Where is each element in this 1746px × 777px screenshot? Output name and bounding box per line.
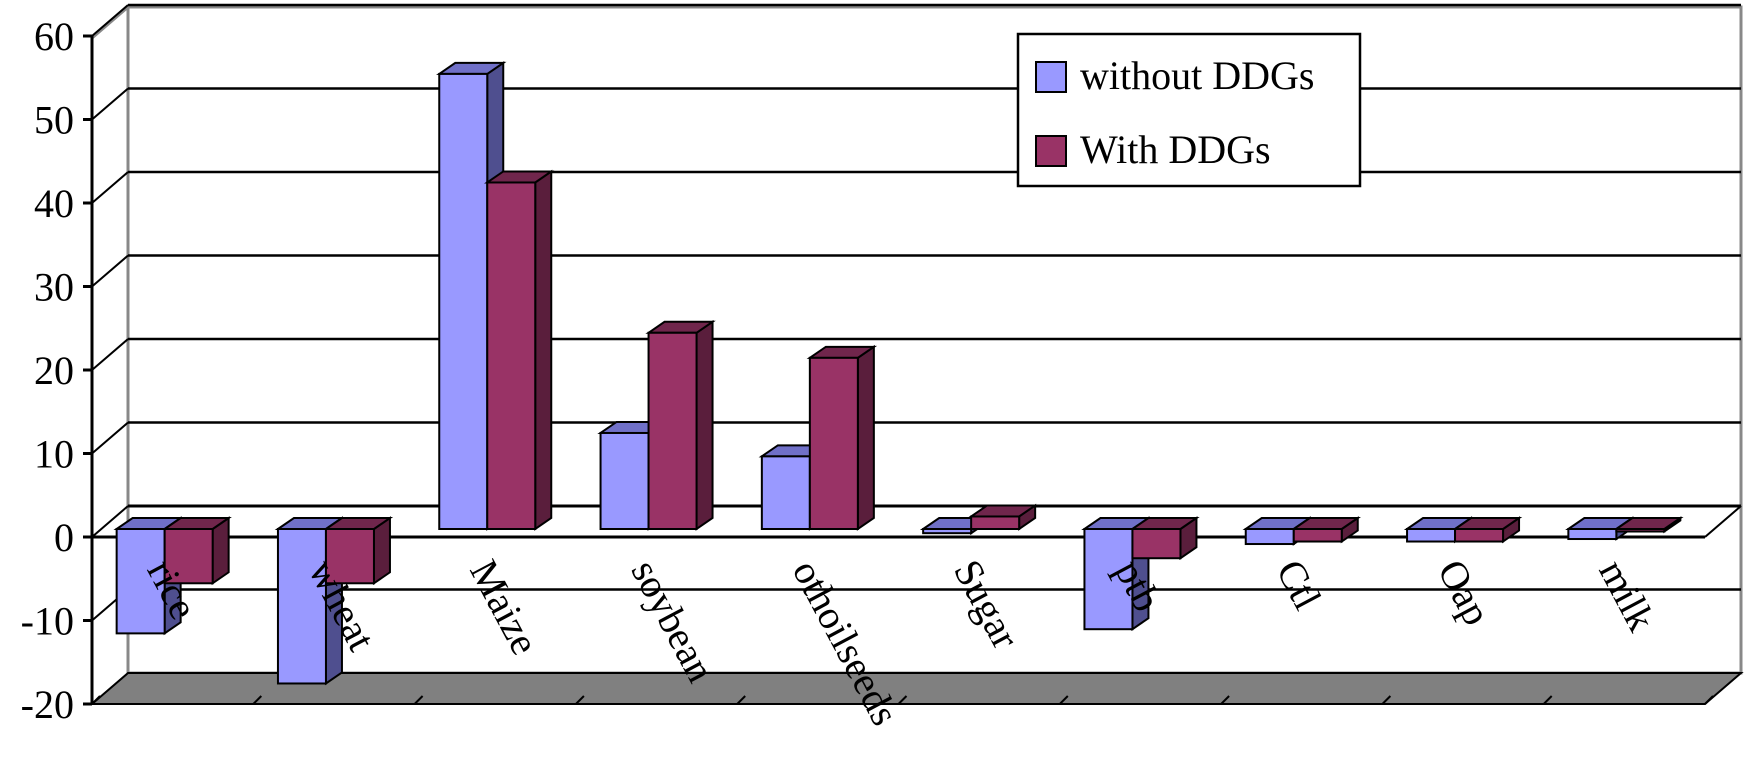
- bar-front: [1131, 528, 1182, 560]
- bar-front: [1567, 528, 1618, 541]
- plot-floor: [89, 672, 1744, 705]
- bar-front: [808, 356, 859, 531]
- floor: [89, 672, 1744, 705]
- bar-front: [1406, 528, 1457, 543]
- bar-Ctl-with: [1290, 516, 1361, 544]
- gridline-depth: [91, 4, 129, 37]
- x-tick: [413, 695, 424, 705]
- bar-front: [1615, 528, 1666, 533]
- bar-side: [856, 344, 875, 531]
- bar-front: [599, 431, 650, 531]
- y-tick-label: -10: [21, 599, 74, 644]
- bar-front: [647, 331, 698, 530]
- x-tick: [897, 695, 908, 705]
- x-tick: [736, 695, 746, 705]
- bar-othoilseeds-with: [806, 344, 878, 531]
- x-axis-zero-depth: [1704, 505, 1742, 538]
- bar-front: [438, 72, 489, 531]
- bar-front: [115, 528, 166, 635]
- gridline-depth: [91, 505, 129, 538]
- bar-front: [1454, 528, 1505, 543]
- legend-label-0: without DDGs: [1080, 53, 1314, 98]
- y-tick-label: 30: [34, 265, 74, 310]
- side-wall-edge-top: [91, 5, 129, 40]
- bar-front: [1083, 528, 1134, 631]
- bar-front: [1244, 528, 1295, 546]
- gridline-depth: [91, 254, 129, 288]
- bar-front: [163, 528, 214, 585]
- bar-rice-with: [161, 516, 232, 586]
- bars: [113, 61, 1684, 686]
- y-tick-label: 0: [54, 515, 74, 560]
- bar-Sugar-with: [967, 503, 1039, 531]
- gridline-depth: [91, 338, 129, 371]
- bar-front: [324, 528, 375, 585]
- legend-swatch-0: [1035, 61, 1067, 93]
- bar-Oap-with: [1451, 516, 1523, 544]
- y-tick-label: -20: [21, 682, 74, 727]
- bar-milk-with: [1613, 516, 1684, 534]
- y-tick-label: 60: [34, 14, 74, 59]
- y-tick-label: 50: [34, 98, 74, 143]
- axes: 60 50 40 30 20 10 0 -10 -20: [21, 14, 1742, 727]
- bar-front: [276, 528, 327, 685]
- bar-front: [1292, 528, 1343, 543]
- bar-Maize-with: [484, 169, 555, 531]
- x-tick: [252, 695, 263, 705]
- bar-ptb-with: [1129, 516, 1200, 561]
- legend: without DDGs With DDGs: [1016, 32, 1362, 188]
- bar-wheat-without: [274, 516, 346, 686]
- gridline-depth: [91, 171, 129, 204]
- legend-box: [1016, 32, 1362, 188]
- x-tick: [1704, 695, 1714, 705]
- gridline-depth: [91, 87, 129, 121]
- bar-side: [534, 169, 553, 531]
- x-tick: [1220, 695, 1230, 705]
- bar-wheat-with: [322, 516, 394, 586]
- gridline-depth: [91, 421, 129, 455]
- x-tick: [1381, 695, 1392, 705]
- bar-front: [486, 181, 537, 530]
- bar-front: [760, 455, 811, 531]
- y-tick-label: 40: [34, 181, 74, 226]
- legend-label-1: With DDGs: [1080, 127, 1271, 172]
- legend-swatch-1: [1035, 135, 1067, 167]
- bar-front: [970, 515, 1021, 530]
- bar-side: [695, 319, 714, 531]
- y-tick-label: 20: [34, 348, 74, 393]
- x-tick: [1542, 695, 1553, 705]
- x-tick: [1059, 695, 1069, 705]
- bar-front: [922, 528, 973, 535]
- x-tick: [91, 695, 101, 705]
- bar-soybean-with: [645, 319, 716, 531]
- y-tick-label: 10: [34, 432, 74, 477]
- x-tick: [575, 695, 585, 705]
